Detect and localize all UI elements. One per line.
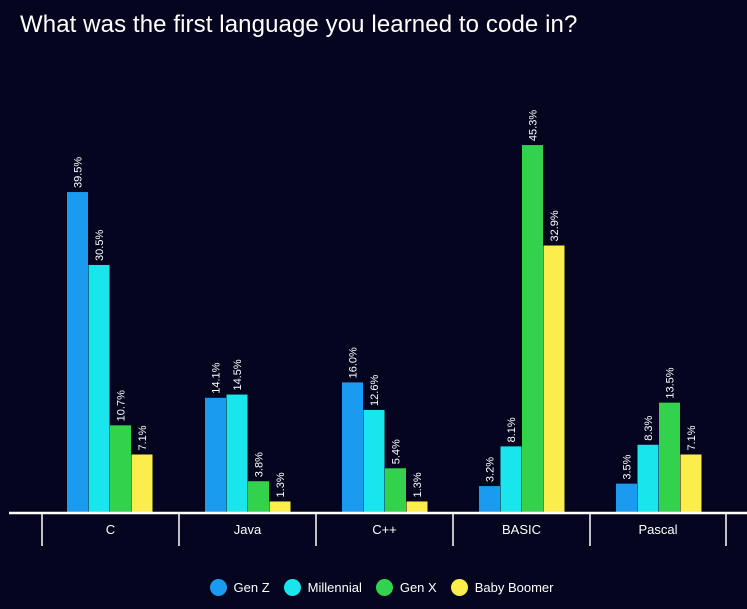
legend-item-millennial[interactable]: Millennial [283,578,362,596]
bar-java-gen-z[interactable] [205,397,226,512]
bar-pascal-millennial[interactable] [637,444,659,512]
data-label-basic-gen-z: 3.2% [485,457,497,482]
bar-c-gen-x[interactable] [110,425,131,512]
bar-pascal-baby-boomer[interactable] [680,454,702,512]
legend-label-millennial: Millennial [307,579,362,595]
legend-label-baby-boomer: Baby Boomer [474,579,554,595]
chart-title: What was the first language you learned … [20,11,578,38]
data-label-java-gen-z: 14.1% [211,362,223,393]
data-label-c-gen-x: 10.7% [116,390,128,421]
bar-java-gen-x[interactable] [248,481,269,512]
data-label-pascal-baby-boomer: 7.1% [686,425,698,450]
x-tick-label-pascal: Pascal [638,522,677,537]
data-label-java-gen-x: 3.8% [254,452,266,477]
x-tick-label-basic: BASIC [502,522,541,537]
bar-cplusplus-millennial[interactable] [363,409,385,512]
bar-c-baby-boomer[interactable] [131,454,153,512]
bar-c-gen-z[interactable] [67,192,88,513]
bar-java-millennial[interactable] [226,394,248,512]
bar-basic-gen-x[interactable] [522,145,543,512]
bar-c-millennial[interactable] [88,264,110,512]
legend-swatch-gen-z [209,578,227,596]
legend-swatch-baby-boomer [450,578,468,596]
data-label-c-gen-z: 39.5% [73,157,85,188]
bar-basic-baby-boomer[interactable] [543,245,565,512]
data-label-basic-millennial: 8.1% [506,417,518,442]
bar-java-baby-boomer[interactable] [269,501,291,512]
legend-item-gen-z[interactable]: Gen Z [209,578,270,596]
data-label-pascal-gen-z: 3.5% [622,454,634,479]
data-label-cplusplus-baby-boomer: 1.3% [412,472,424,497]
data-label-c-millennial: 30.5% [94,230,106,261]
legend-label-gen-x: Gen X [399,579,437,595]
legend-label-gen-z: Gen Z [233,579,270,595]
data-label-c-baby-boomer: 7.1% [137,425,149,450]
chart-legend: Gen Z Millennial Gen X Baby Boomer [0,576,747,598]
legend-item-gen-x[interactable]: Gen X [375,578,437,596]
bar-cplusplus-gen-x[interactable] [385,468,406,512]
bar-basic-millennial[interactable] [500,446,522,512]
bar-cplusplus-gen-z[interactable] [342,382,363,512]
chart-plot-area: 39.5% 30.5% 10.7% 7.1% 14.1% 14.5% 3.8% 1.3% 16.… [9,110,747,546]
x-tick-label-c: C [106,522,115,537]
x-tick-label-cplusplus: C++ [372,522,397,537]
data-label-cplusplus-gen-z: 16.0% [348,347,360,378]
data-label-pascal-gen-x: 13.5% [665,367,677,398]
data-label-java-millennial: 14.5% [232,359,244,390]
data-label-java-baby-boomer: 1.3% [275,472,287,497]
data-label-basic-baby-boomer: 32.9% [549,210,561,241]
bar-basic-gen-z[interactable] [479,486,500,512]
bar-cplusplus-baby-boomer[interactable] [406,501,428,512]
data-label-basic-gen-x: 45.3% [528,110,540,141]
bar-pascal-gen-x[interactable] [659,402,680,512]
data-label-cplusplus-millennial: 12.6% [369,375,381,406]
legend-swatch-gen-x [375,578,393,596]
data-label-pascal-millennial: 8.3% [643,415,655,440]
bar-pascal-gen-z[interactable] [616,483,637,512]
x-tick-label-java: Java [234,522,262,537]
legend-item-baby-boomer[interactable]: Baby Boomer [450,578,554,596]
legend-swatch-millennial [283,578,301,596]
data-label-cplusplus-gen-x: 5.4% [391,439,403,464]
